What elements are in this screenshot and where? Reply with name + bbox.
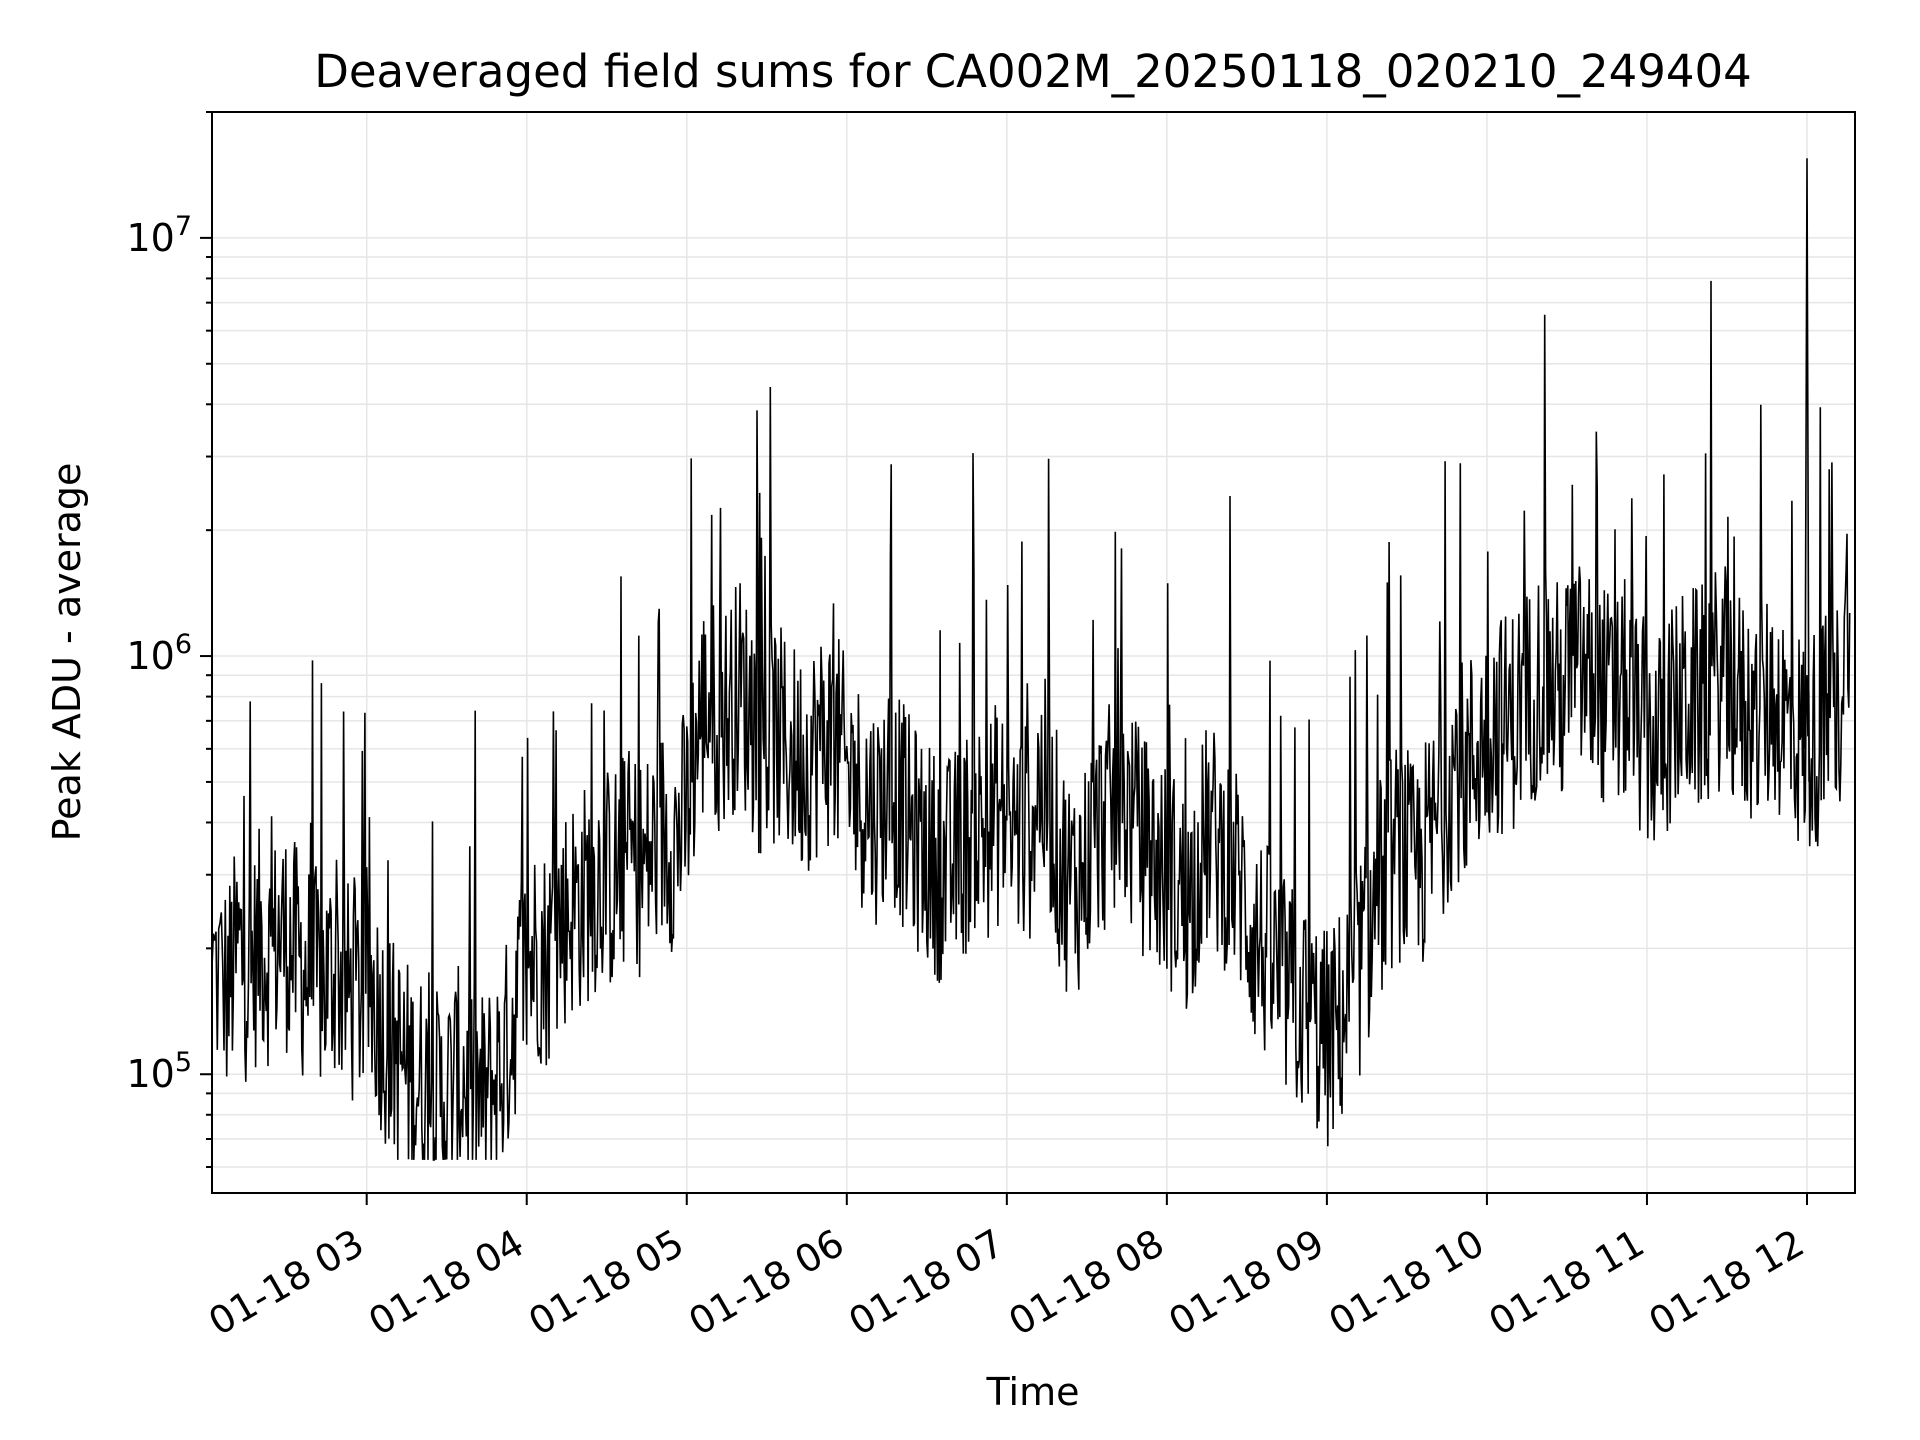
- plot-frame: [211, 111, 1856, 1194]
- x-tick-label: 01-18 12: [1642, 1221, 1812, 1345]
- y-tick-label: 107: [126, 211, 192, 260]
- x-tick-label: 01-18 06: [681, 1221, 851, 1345]
- x-tick-label: 01-18 04: [361, 1221, 531, 1345]
- x-tick-label: 01-18 03: [201, 1221, 371, 1345]
- y-axis-label: Peak ADU - average: [45, 463, 89, 842]
- x-tick-label: 01-18 09: [1161, 1221, 1331, 1345]
- x-axis-label: Time: [986, 1370, 1080, 1414]
- x-tick-label: 01-18 07: [841, 1221, 1011, 1345]
- y-tick-label: 105: [126, 1047, 192, 1096]
- series-line: [211, 158, 1851, 1161]
- x-tick-label: 01-18 10: [1321, 1221, 1491, 1345]
- x-tick-label: 01-18 08: [1001, 1221, 1171, 1345]
- x-tick-label: 01-18 05: [521, 1221, 691, 1345]
- y-axis: 105 106 107: [126, 111, 212, 1169]
- chart-title: Deaveraged field sums for CA002M_2025011…: [314, 45, 1752, 98]
- y-tick-label: 106: [126, 629, 192, 678]
- x-tick-label: 01-18 11: [1481, 1221, 1651, 1345]
